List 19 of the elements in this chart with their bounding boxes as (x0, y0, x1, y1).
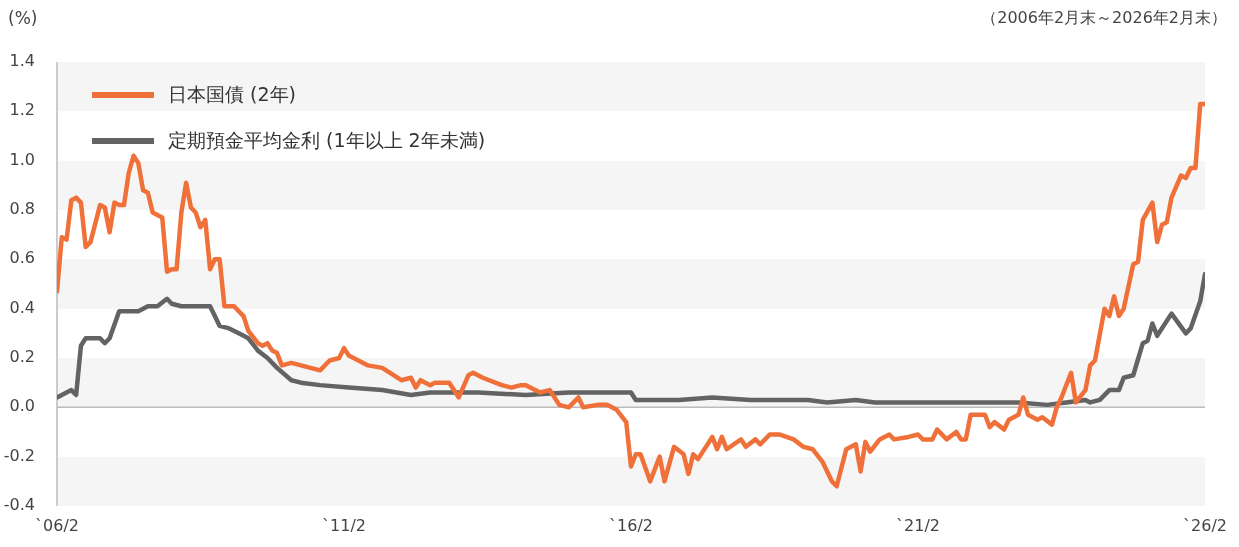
y-tick-label: 0.8 (9, 199, 35, 219)
y-tick-label: 0.2 (9, 347, 35, 367)
text: （2006年2月末～2026年2月末） (981, 8, 1227, 29)
y-axis-title: (%) (8, 8, 38, 28)
x-tick-label: `06/2 (35, 515, 79, 535)
y-tick-label: 0.0 (9, 396, 35, 416)
y-tick-label: 1.0 (9, 149, 35, 169)
y-tick-label: 0.4 (9, 297, 35, 317)
y-tick-label: -0.4 (3, 495, 35, 515)
x-tick-label: `26/2 (1183, 515, 1227, 535)
legend-label: 定期預金平均金利 (1年以上 2年未満) (168, 128, 486, 153)
legend-label: 日本国債 (2年) (168, 82, 296, 107)
x-tick-label: `21/2 (896, 515, 940, 535)
x-tick-label: `11/2 (322, 515, 366, 535)
y-tick-label: 1.2 (9, 100, 35, 120)
x-tick-label: `16/2 (609, 515, 653, 535)
y-tick-label: 0.6 (9, 248, 35, 268)
y-tick-label: 1.4 (9, 51, 35, 71)
y-tick-label: -0.2 (3, 445, 35, 465)
